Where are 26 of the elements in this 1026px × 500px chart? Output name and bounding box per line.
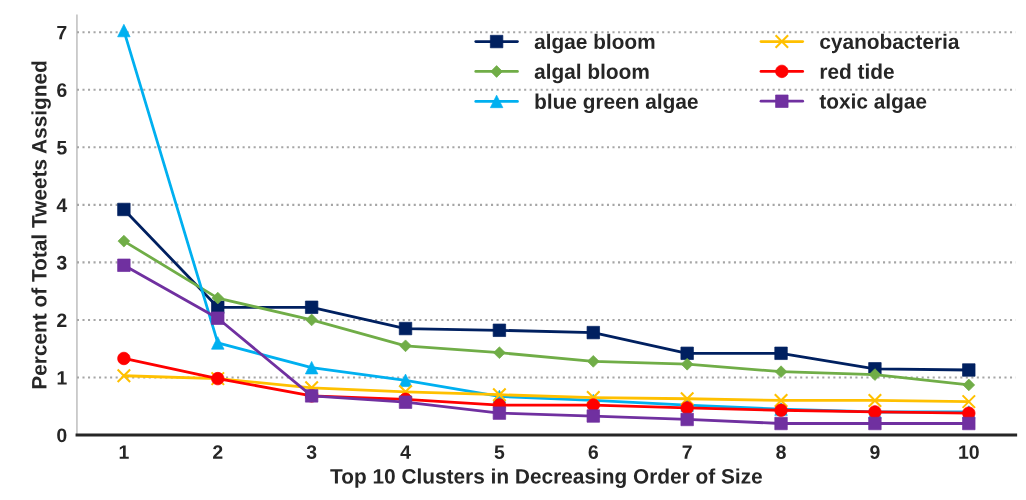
- x-tick-label: 9: [870, 445, 880, 459]
- y-tick-label: 7: [57, 25, 67, 40]
- x-axis-title: Top 10 Clusters in Decreasing Order of Size: [330, 468, 762, 488]
- legend-label: algal bloom: [534, 63, 649, 84]
- x-tick-label: 7: [682, 445, 692, 459]
- legend-label: red tide: [820, 63, 894, 79]
- y-tick-label: 2: [57, 313, 67, 327]
- legend-label: blue green algae: [535, 93, 698, 114]
- y-tick-label: 1: [57, 371, 67, 385]
- y-axis-title: Percent of Total Tweets Assigned: [31, 61, 51, 389]
- x-tick-label: 3: [306, 445, 317, 460]
- x-tick-label: 6: [588, 445, 598, 459]
- legend-label: cyanobacteria: [820, 33, 960, 54]
- x-tick-label: 1: [119, 445, 129, 459]
- y-tick-label: 0: [57, 428, 67, 443]
- x-tick-label: 8: [776, 445, 786, 459]
- x-tick-label: 2: [213, 445, 223, 459]
- x-tick-label: 5: [494, 445, 505, 459]
- x-tick-label: 4: [400, 445, 411, 459]
- y-tick-label: 4: [56, 198, 68, 212]
- legend-label: algae bloom: [534, 33, 655, 54]
- x-tick-label: 10: [959, 445, 979, 459]
- y-tick-label: 3: [56, 255, 67, 270]
- y-tick-label: 6: [57, 83, 67, 98]
- y-tick-label: 5: [57, 141, 67, 155]
- legend-label: toxic algae: [819, 93, 927, 113]
